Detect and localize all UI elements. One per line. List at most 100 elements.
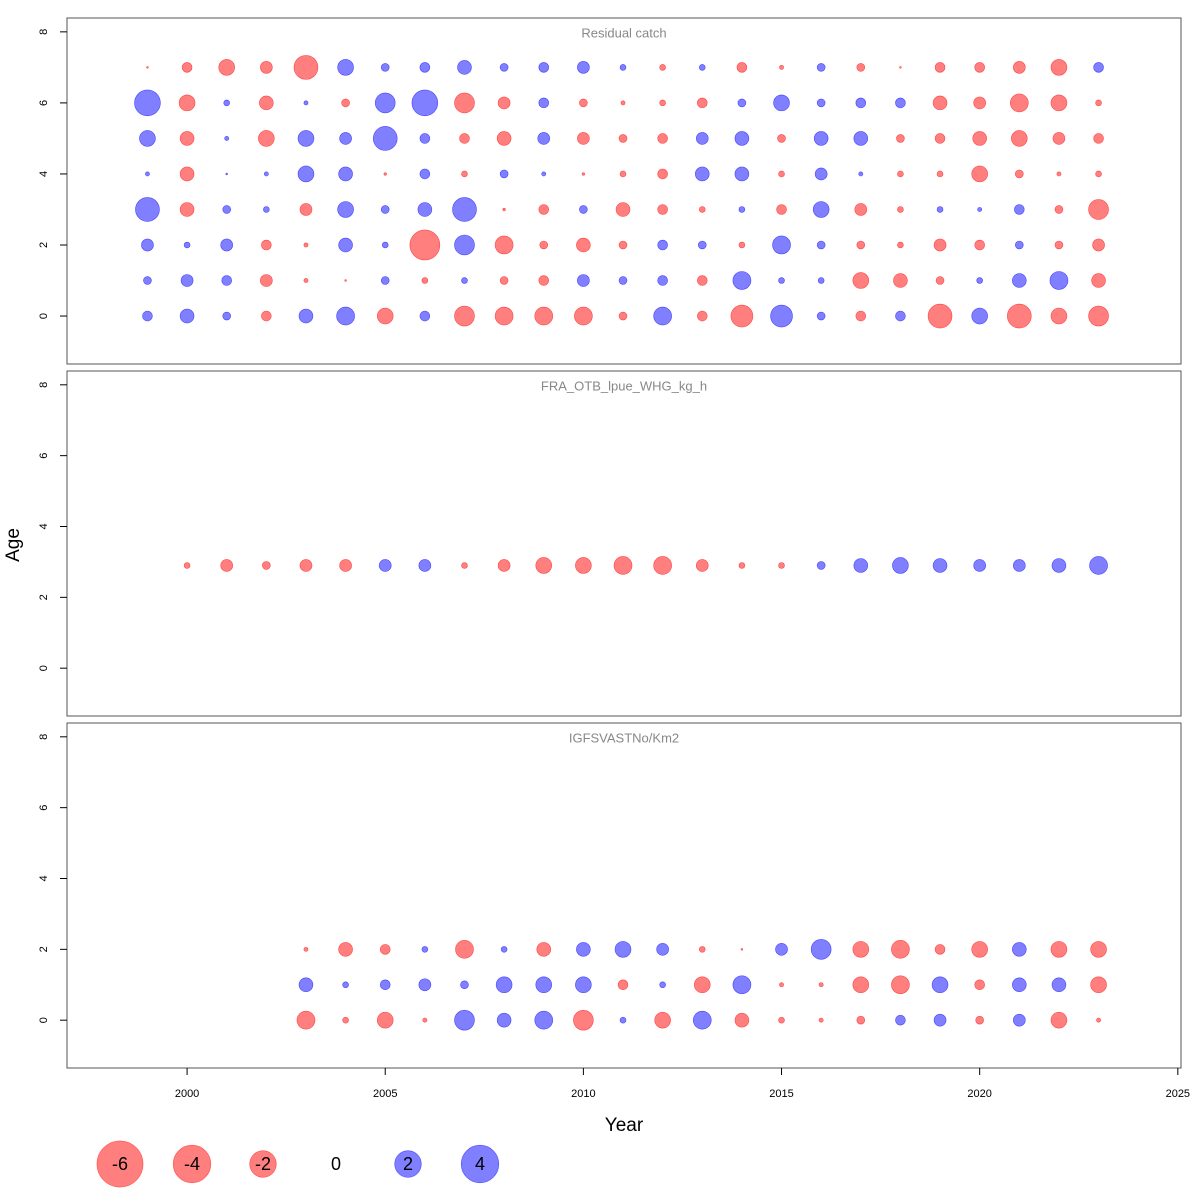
bubble [1011,130,1028,147]
bubble [222,311,231,321]
bubble [1088,305,1109,327]
bubble [659,99,666,107]
bubble [303,946,309,952]
panel-frame [66,722,1182,1069]
bubble [179,202,195,217]
bubble [1012,559,1026,572]
bubble [1049,271,1069,290]
bubble [461,277,468,284]
bubble [818,982,824,988]
bubble [378,559,392,572]
legend-label: 2 [403,1154,413,1174]
bubble [461,562,468,569]
bubble [854,203,868,216]
bubble [1050,1011,1068,1029]
bubble [977,207,983,212]
bubble [298,308,314,324]
bubble [139,130,156,147]
bubble [534,306,554,326]
bubble [380,276,390,285]
bubble [337,201,354,218]
bubble [260,61,273,74]
bubble [1012,1013,1026,1027]
bubble [183,241,191,249]
bubble [816,561,826,570]
bubble [500,946,508,953]
bubble [659,981,666,989]
bubble [293,55,319,80]
bubble [496,131,512,146]
bubble [537,132,551,145]
x-tick-label: 2015 [769,1088,793,1100]
bubble [895,310,906,322]
x-tick-label: 2005 [373,1088,397,1100]
bubble [303,242,309,248]
bubble [619,64,627,71]
bubble [497,559,511,572]
bubble [222,205,231,214]
bubble [181,62,193,73]
bubble [1012,942,1027,957]
bubble [573,1009,594,1031]
y-tick-label: 4 [38,875,50,881]
bubble [816,98,826,108]
bubble [740,948,744,951]
bubble [734,166,750,182]
bubble [933,238,947,252]
bubble [1050,94,1068,112]
legend-label: -2 [255,1154,271,1174]
y-tick-label: 0 [38,313,50,319]
bubble [738,562,746,569]
bubble [338,942,353,957]
bubble [738,241,746,249]
bubble [813,131,829,146]
bubble [891,975,910,995]
bubble [419,310,431,322]
bubble [737,98,747,108]
bubble [577,132,590,145]
bubble [134,89,161,117]
bubble [179,308,195,324]
bubble [579,205,588,214]
legend-label: 4 [475,1154,485,1174]
bubble [696,275,708,286]
y-tick-label: 2 [38,946,50,952]
bubble [972,131,987,146]
bubble [936,206,944,213]
legend-bubble [96,1140,144,1188]
bubble [893,273,908,288]
bubble [454,234,475,256]
bubble [380,205,390,214]
bubble [1093,62,1104,73]
bubble [338,237,353,253]
bubble [142,310,153,322]
bubble [339,559,352,572]
bubble [933,1013,947,1027]
bubble [381,241,389,249]
y-tick-label: 8 [38,382,50,388]
bubble [494,306,514,326]
bubble [261,310,272,322]
bubble [852,976,870,994]
bubble [973,559,986,572]
bubble [736,62,748,73]
bubble [459,133,470,144]
bubble [778,277,785,284]
bubble [576,237,591,253]
bubble [417,202,433,217]
bubble [297,130,315,147]
bubble [223,99,230,107]
bubble [419,62,431,73]
bubble [1015,169,1024,179]
legend-label: 0 [331,1154,341,1174]
bubble [535,976,553,994]
bubble [732,271,752,290]
panel-frame [66,370,1182,717]
bubble [577,274,590,287]
bubble [145,171,150,177]
bubble [1054,205,1064,214]
bubble [1095,170,1102,178]
bubble [856,1015,866,1025]
bubble [538,275,550,286]
bubble [856,63,866,72]
